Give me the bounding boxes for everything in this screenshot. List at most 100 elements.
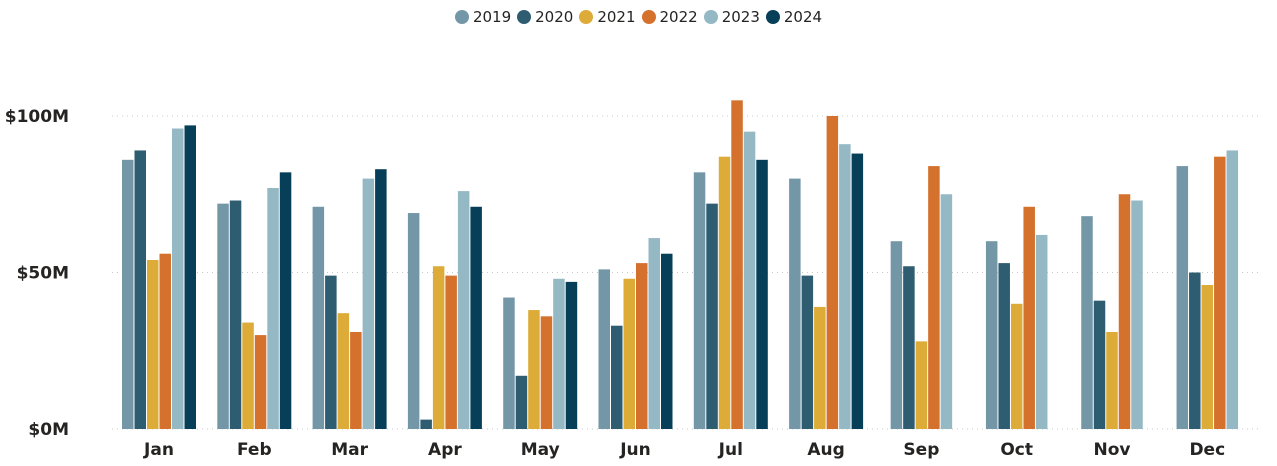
bar-dec-2022[interactable] bbox=[1214, 156, 1226, 429]
bar-jun-2024[interactable] bbox=[661, 253, 673, 429]
bar-oct-2020[interactable] bbox=[998, 263, 1010, 429]
bar-jul-2020[interactable] bbox=[706, 203, 718, 429]
bar-nov-2020[interactable] bbox=[1093, 300, 1106, 429]
bar-mar-2023[interactable] bbox=[362, 178, 375, 429]
bar-group-jul bbox=[693, 100, 768, 429]
legend-label: 2024 bbox=[783, 8, 823, 26]
bar-jan-2023[interactable] bbox=[172, 128, 184, 429]
legend-item-2023[interactable]: 2023 bbox=[703, 8, 760, 26]
bar-jan-2019[interactable] bbox=[122, 159, 134, 429]
bar-may-2020[interactable] bbox=[515, 375, 528, 429]
bar-group-jan bbox=[122, 125, 196, 429]
bar-oct-2021[interactable] bbox=[1010, 303, 1023, 429]
bar-may-2021[interactable] bbox=[528, 310, 540, 429]
bar-aug-2020[interactable] bbox=[801, 275, 814, 429]
x-tick-label: Feb bbox=[237, 440, 272, 460]
bar-dec-2021[interactable] bbox=[1201, 285, 1214, 429]
legend-label: 2019 bbox=[472, 8, 512, 26]
bar-aug-2021[interactable] bbox=[814, 306, 826, 429]
bar-mar-2019[interactable] bbox=[312, 206, 325, 429]
bar-aug-2023[interactable] bbox=[839, 144, 851, 430]
bar-dec-2019[interactable] bbox=[1176, 166, 1189, 429]
legend-swatch bbox=[765, 10, 780, 24]
bar-nov-2019[interactable] bbox=[1081, 216, 1093, 429]
bar-mar-2022[interactable] bbox=[350, 331, 362, 429]
bar-jan-2024[interactable] bbox=[184, 125, 197, 429]
bar-feb-2024[interactable] bbox=[279, 172, 292, 429]
y-tick-label: $50M bbox=[17, 264, 69, 284]
legend-item-2020[interactable]: 2020 bbox=[517, 8, 573, 26]
legend-item-2019[interactable]: 2019 bbox=[454, 8, 512, 26]
legend-swatch bbox=[454, 10, 469, 24]
bar-sep-2021[interactable] bbox=[915, 341, 928, 429]
bar-apr-2020[interactable] bbox=[420, 419, 432, 429]
bar-group-may bbox=[503, 278, 578, 429]
bar-feb-2022[interactable] bbox=[254, 335, 267, 429]
bar-aug-2019[interactable] bbox=[789, 178, 801, 429]
bar-nov-2023[interactable] bbox=[1131, 200, 1143, 429]
bar-jun-2019[interactable] bbox=[598, 269, 611, 429]
bar-aug-2024[interactable] bbox=[851, 153, 864, 429]
bar-nov-2022[interactable] bbox=[1118, 194, 1131, 429]
legend-label: 2022 bbox=[659, 8, 698, 26]
bar-mar-2024[interactable] bbox=[375, 169, 387, 429]
bar-jan-2020[interactable] bbox=[134, 150, 147, 429]
x-tick-label: Dec bbox=[1189, 440, 1225, 460]
legend-label: 2023 bbox=[721, 8, 760, 26]
bar-jan-2021[interactable] bbox=[147, 259, 159, 429]
bar-group-jun bbox=[598, 238, 673, 429]
bar-sep-2022[interactable] bbox=[928, 166, 940, 429]
legend-swatch bbox=[703, 10, 718, 24]
bar-oct-2019[interactable] bbox=[985, 241, 998, 429]
bar-sep-2020[interactable] bbox=[903, 266, 915, 429]
bar-jun-2020[interactable] bbox=[611, 325, 623, 429]
bar-mar-2020[interactable] bbox=[325, 275, 337, 429]
bar-oct-2022[interactable] bbox=[1023, 206, 1035, 429]
bar-feb-2023[interactable] bbox=[267, 187, 279, 429]
bar-jun-2023[interactable] bbox=[648, 238, 661, 429]
bar-jan-2022[interactable] bbox=[159, 253, 172, 429]
legend-swatch bbox=[579, 10, 594, 24]
bar-sep-2019[interactable] bbox=[890, 241, 903, 429]
bar-jul-2022[interactable] bbox=[731, 100, 743, 429]
bar-nov-2021[interactable] bbox=[1106, 331, 1118, 429]
bar-may-2024[interactable] bbox=[565, 281, 578, 429]
bar-group-feb bbox=[217, 172, 292, 429]
bar-jul-2023[interactable] bbox=[743, 131, 756, 429]
bar-sep-2023[interactable] bbox=[940, 194, 953, 429]
bar-dec-2023[interactable] bbox=[1226, 150, 1239, 429]
bar-feb-2021[interactable] bbox=[242, 322, 254, 429]
bar-oct-2023[interactable] bbox=[1035, 234, 1048, 429]
bar-apr-2022[interactable] bbox=[445, 275, 457, 429]
y-tick-label: $100M bbox=[5, 107, 69, 127]
bar-jul-2019[interactable] bbox=[693, 172, 706, 429]
bar-may-2022[interactable] bbox=[540, 316, 553, 429]
bar-dec-2020[interactable] bbox=[1189, 272, 1201, 430]
legend-label: 2021 bbox=[597, 8, 636, 26]
bar-jul-2021[interactable] bbox=[718, 156, 731, 429]
bar-apr-2023[interactable] bbox=[457, 191, 470, 429]
bar-group-nov bbox=[1081, 194, 1143, 429]
legend-item-2024[interactable]: 2024 bbox=[765, 8, 823, 26]
bar-jul-2024[interactable] bbox=[756, 159, 768, 429]
legend-item-2021[interactable]: 2021 bbox=[579, 8, 636, 26]
legend-item-2022[interactable]: 2022 bbox=[641, 8, 698, 26]
bar-feb-2020[interactable] bbox=[229, 200, 242, 429]
bar-feb-2019[interactable] bbox=[217, 203, 229, 429]
bar-apr-2024[interactable] bbox=[470, 206, 482, 429]
bar-may-2019[interactable] bbox=[503, 297, 515, 429]
bar-aug-2022[interactable] bbox=[826, 116, 839, 429]
bar-group-mar bbox=[312, 169, 387, 429]
bar-group-oct bbox=[985, 206, 1048, 429]
bar-apr-2019[interactable] bbox=[407, 213, 420, 429]
x-tick-label: Aug bbox=[807, 440, 844, 460]
bar-mar-2021[interactable] bbox=[337, 313, 350, 429]
bar-apr-2021[interactable] bbox=[432, 266, 445, 429]
bar-may-2023[interactable] bbox=[553, 278, 565, 429]
y-tick-label: $0M bbox=[28, 420, 69, 440]
bar-group-dec bbox=[1176, 150, 1239, 430]
x-tick-label: Oct bbox=[1000, 440, 1033, 460]
bar-jun-2021[interactable] bbox=[623, 278, 636, 429]
bar-jun-2022[interactable] bbox=[636, 263, 648, 429]
